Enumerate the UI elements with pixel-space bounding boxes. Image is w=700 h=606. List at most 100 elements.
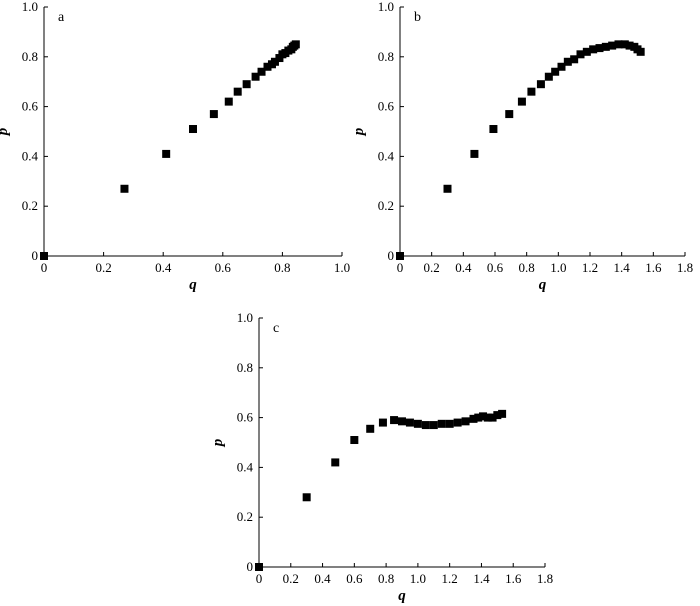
x-axis-title: q <box>189 277 197 293</box>
data-point <box>576 50 585 59</box>
data-point <box>636 47 645 56</box>
x-tick-label: 1.8 <box>677 260 693 275</box>
x-tick-label: 0.4 <box>314 571 331 586</box>
data-point <box>488 413 497 422</box>
y-tick-label: 0.6 <box>378 99 395 114</box>
data-point <box>437 419 446 428</box>
data-point <box>493 411 502 420</box>
panel-label: b <box>414 10 421 25</box>
chart-panel-b: 0 0.2 0.4 0.6 0.8 1.0 0 0.2 0.4 0.6 0.8 1.0 1.2 1.4 1.… <box>351 0 693 293</box>
y-tick-label: 0.2 <box>22 198 38 213</box>
data-point <box>255 563 263 571</box>
x-axis-title: q <box>539 277 547 293</box>
x-tick-label: 1.2 <box>442 571 458 586</box>
data-point <box>470 149 479 158</box>
x-tick-label: 1.6 <box>505 571 522 586</box>
data-point <box>544 72 553 81</box>
x-tick-label: 0 <box>256 571 263 586</box>
x-tick-label: 0.2 <box>424 260 440 275</box>
x-tick-label: 0 <box>41 260 48 275</box>
x-axis-title: q <box>398 588 406 604</box>
x-tick-label: 1.4 <box>473 571 490 586</box>
data-point <box>582 47 591 56</box>
data-point <box>390 416 399 425</box>
y-tick-label: 0.2 <box>378 198 394 213</box>
x-tick-label: 0.6 <box>487 260 504 275</box>
data-point <box>443 184 452 193</box>
data-point <box>461 417 470 426</box>
x-tick-label: 0.4 <box>455 260 472 275</box>
data-point <box>601 42 610 51</box>
y-tick-label: 0.6 <box>22 99 39 114</box>
data-point <box>625 41 634 50</box>
y-tick-label: 0.6 <box>237 410 254 425</box>
data-point <box>614 40 623 49</box>
x-tick-label: 0.2 <box>95 260 111 275</box>
data-point <box>527 87 536 96</box>
x-tick-label: 1.6 <box>645 260 662 275</box>
y-axis-title: p <box>210 438 226 448</box>
data-point <box>421 421 430 430</box>
data-point <box>270 57 279 66</box>
data-point <box>378 418 387 427</box>
data-point <box>242 80 251 89</box>
y-tick-label: 0.8 <box>378 49 394 64</box>
x-tick-label: 0 <box>397 260 404 275</box>
y-tick-label: 1.0 <box>22 0 38 14</box>
data-point <box>474 413 483 422</box>
data-point <box>608 41 617 50</box>
data-point <box>209 110 218 119</box>
data-point <box>505 110 514 119</box>
data-point <box>429 421 438 430</box>
x-tick-label: 0.4 <box>155 260 172 275</box>
y-axis-title: p <box>351 127 367 137</box>
data-point <box>498 409 507 418</box>
panel-label: c <box>273 321 279 336</box>
y-tick-label: 0.4 <box>22 148 39 163</box>
x-tick-label: 0.8 <box>274 260 290 275</box>
x-tick-label: 0.8 <box>378 571 394 586</box>
x-tick-label: 0.8 <box>519 260 535 275</box>
data-point <box>405 418 414 427</box>
x-tick-label: 0.6 <box>215 260 232 275</box>
data-point <box>291 40 300 49</box>
data-point <box>517 97 526 106</box>
y-tick-label: 0.4 <box>237 459 254 474</box>
chart-panel-c: 0 0.2 0.4 0.6 0.8 1.0 0 0.2 0.4 0.6 0.8 1.0 1.2 1.4 1.… <box>210 310 553 604</box>
x-tick-label: 0.6 <box>346 571 363 586</box>
data-point <box>551 67 560 76</box>
data-point <box>595 44 604 53</box>
data-point <box>233 87 242 96</box>
y-tick-label: 0 <box>32 248 39 263</box>
x-tick-label: 1.0 <box>550 260 566 275</box>
x-tick-label: 1.0 <box>334 260 350 275</box>
chart-panel-a: 0 0.2 0.4 0.6 0.8 1.0 0 0.2 0.4 0.6 0.8 1.0 q p a <box>0 0 350 293</box>
data-point <box>263 62 272 71</box>
data-point <box>398 417 406 426</box>
data-point <box>224 97 233 106</box>
data-point <box>257 67 266 76</box>
data-point <box>536 80 545 89</box>
data-point <box>453 418 462 427</box>
data-point <box>589 45 598 54</box>
x-tick-label: 0.2 <box>283 571 299 586</box>
y-tick-label: 0 <box>247 559 254 574</box>
data-point <box>620 40 629 49</box>
y-tick-label: 0.2 <box>237 509 253 524</box>
data-point <box>396 252 404 260</box>
y-tick-label: 1.0 <box>237 310 253 325</box>
x-tick-label: 1.0 <box>410 571 426 586</box>
data-point <box>350 436 359 445</box>
data-point <box>189 125 197 134</box>
y-axis-title: p <box>0 127 11 137</box>
data-point <box>489 125 498 134</box>
y-tick-label: 0.8 <box>22 49 38 64</box>
data-point <box>366 424 375 433</box>
x-tick-label: 1.4 <box>614 260 631 275</box>
y-tick-label: 0.8 <box>237 360 253 375</box>
y-tick-label: 0.4 <box>378 148 395 163</box>
y-tick-label: 1.0 <box>378 0 394 14</box>
panel-label: a <box>58 10 65 25</box>
y-tick-label: 0 <box>388 248 395 263</box>
